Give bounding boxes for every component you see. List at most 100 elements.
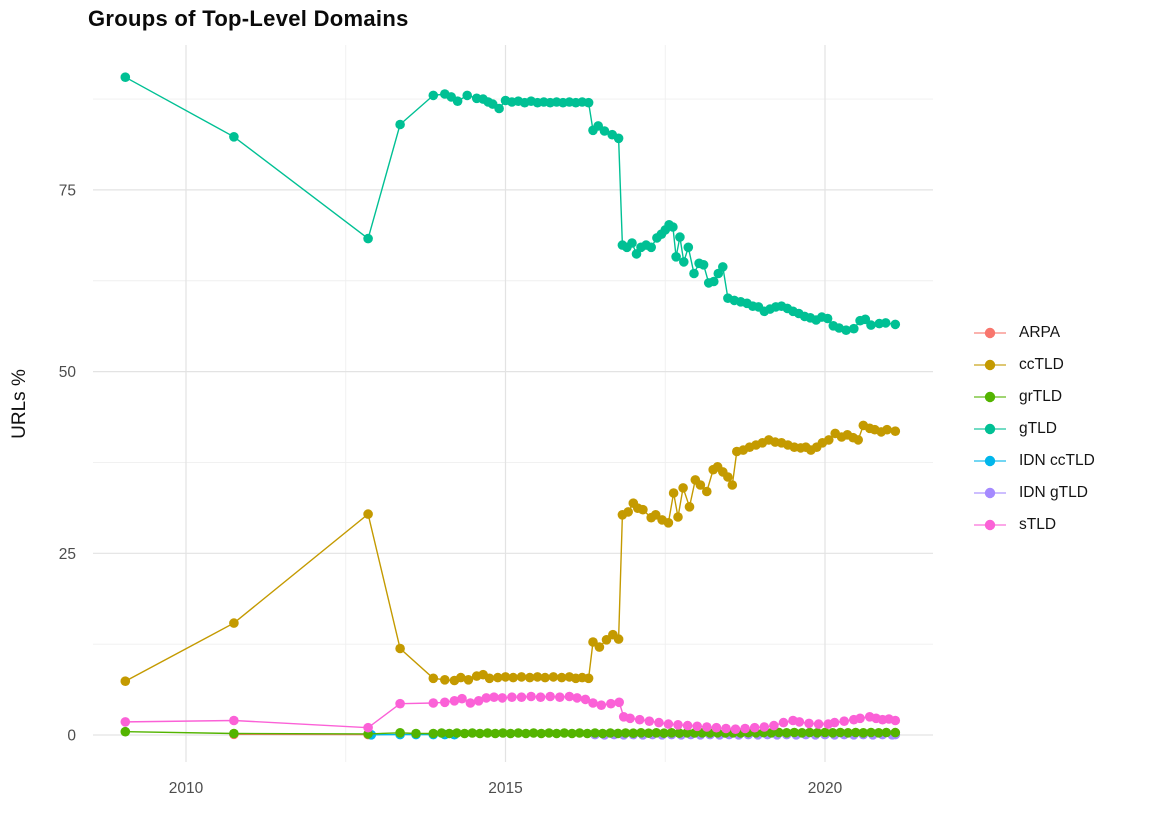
data-point-gtld xyxy=(599,126,610,136)
data-point-cctld xyxy=(890,426,901,437)
data-point-stld xyxy=(794,717,805,727)
legend-label-idn-gtld: IDN gTLD xyxy=(1019,484,1088,501)
data-point-cctld xyxy=(723,472,733,482)
data-point-stld xyxy=(588,698,598,708)
data-point-cctld xyxy=(556,672,567,683)
data-point-grtld xyxy=(613,728,623,739)
data-point-stld xyxy=(596,700,607,710)
data-point-stld xyxy=(813,719,824,729)
data-point-stld xyxy=(120,717,131,727)
data-point-gtld xyxy=(646,242,656,253)
legend-key-arpa xyxy=(974,327,1006,339)
data-point-cctld xyxy=(853,435,863,445)
data-point-gtld xyxy=(679,257,689,267)
data-point-gtld xyxy=(363,233,373,244)
data-point-grtld xyxy=(467,728,478,738)
data-point-grtld xyxy=(567,728,577,739)
data-point-stld xyxy=(749,722,760,733)
data-point-gtld xyxy=(849,323,859,334)
data-point-grtld xyxy=(835,727,846,738)
data-point-stld xyxy=(473,696,484,706)
data-point-cctld xyxy=(484,673,495,684)
legend-item-stld: sTLD xyxy=(972,509,1095,541)
data-point-stld xyxy=(457,693,467,704)
data-point-grtld xyxy=(395,728,405,738)
data-point-grtld xyxy=(120,726,131,737)
data-point-cctld xyxy=(456,672,466,683)
series-line-gtld xyxy=(124,76,896,331)
data-point-gtld xyxy=(683,242,694,253)
data-point-grtld xyxy=(574,728,585,738)
legend-label-stld: sTLD xyxy=(1019,516,1057,533)
data-point-cctld xyxy=(601,635,612,645)
data-point-stld xyxy=(673,720,683,730)
data-point-grtld xyxy=(636,728,646,738)
data-point-stld xyxy=(692,721,702,732)
data-point-gtld xyxy=(709,276,719,287)
legend-key-gtld xyxy=(974,423,1006,435)
data-point-grtld xyxy=(881,727,892,738)
legend-key-dot xyxy=(984,359,996,371)
data-point-grtld xyxy=(513,728,524,738)
data-point-gtld xyxy=(627,238,637,248)
series-grtld xyxy=(120,726,901,739)
data-point-stld xyxy=(507,692,517,702)
data-point-gtld xyxy=(671,251,681,262)
data-point-stld xyxy=(778,717,789,728)
data-point-grtld xyxy=(843,728,853,738)
data-point-stld xyxy=(759,722,770,732)
data-point-cctld xyxy=(673,512,683,522)
data-point-gtld xyxy=(689,268,699,279)
data-point-grtld xyxy=(820,727,830,738)
data-point-gtld xyxy=(866,320,876,330)
legend-item-gtld: gTLD xyxy=(972,413,1095,445)
legend-label-idn-cctld: IDN ccTLD xyxy=(1019,452,1095,469)
data-point-grtld xyxy=(620,728,631,738)
data-point-gtld xyxy=(428,90,439,101)
x-tick-label: 2015 xyxy=(488,780,522,797)
x-tick-label: 2020 xyxy=(808,780,843,797)
data-point-stld xyxy=(363,722,373,733)
legend: ARPA ccTLD grTLD gTLD IDN ccTLD IDN gTLD sTLD xyxy=(972,317,1095,541)
data-point-grtld xyxy=(590,728,600,738)
data-point-grtld xyxy=(674,728,685,738)
data-point-cctld xyxy=(229,618,239,628)
axis-tick-labels: 0 25 50 75 2010 2015 2020 xyxy=(59,182,843,797)
legend-key-dot xyxy=(984,423,996,435)
data-point-cctld xyxy=(695,480,706,490)
chart-title: Groups of Top-Level Domains xyxy=(88,6,409,31)
legend-item-idn-gtld: IDN gTLD xyxy=(972,477,1095,509)
data-point-stld xyxy=(580,694,591,705)
data-point-grtld xyxy=(873,728,884,738)
data-point-gtld xyxy=(583,97,594,108)
data-point-grtld xyxy=(482,728,493,738)
data-point-cctld xyxy=(824,435,834,445)
data-point-grtld xyxy=(890,727,901,738)
data-point-grtld xyxy=(505,728,516,739)
data-point-stld xyxy=(644,716,655,726)
x-tick-label: 2010 xyxy=(169,780,204,797)
data-point-stld xyxy=(730,724,741,734)
data-point-stld xyxy=(395,698,405,709)
data-point-grtld xyxy=(605,728,616,738)
series-gtld xyxy=(120,72,901,336)
data-point-cctld xyxy=(594,642,605,652)
data-point-grtld xyxy=(666,728,677,738)
data-point-cctld xyxy=(363,509,373,519)
data-point-stld xyxy=(526,691,536,702)
data-point-stld xyxy=(682,720,693,731)
data-point-stld xyxy=(769,720,779,731)
data-point-gtld xyxy=(890,319,901,330)
data-point-cctld xyxy=(727,480,738,490)
legend-key-idn-gtld xyxy=(974,487,1006,499)
data-point-gtld xyxy=(395,119,405,130)
legend-item-grtld: grTLD xyxy=(972,381,1095,413)
data-point-cctld xyxy=(493,672,503,683)
data-point-stld xyxy=(625,713,635,724)
data-point-grtld xyxy=(659,728,669,738)
data-point-grtld xyxy=(827,728,838,738)
data-point-grtld xyxy=(544,728,554,738)
data-point-cctld xyxy=(428,673,439,684)
data-point-gtld xyxy=(822,313,833,324)
